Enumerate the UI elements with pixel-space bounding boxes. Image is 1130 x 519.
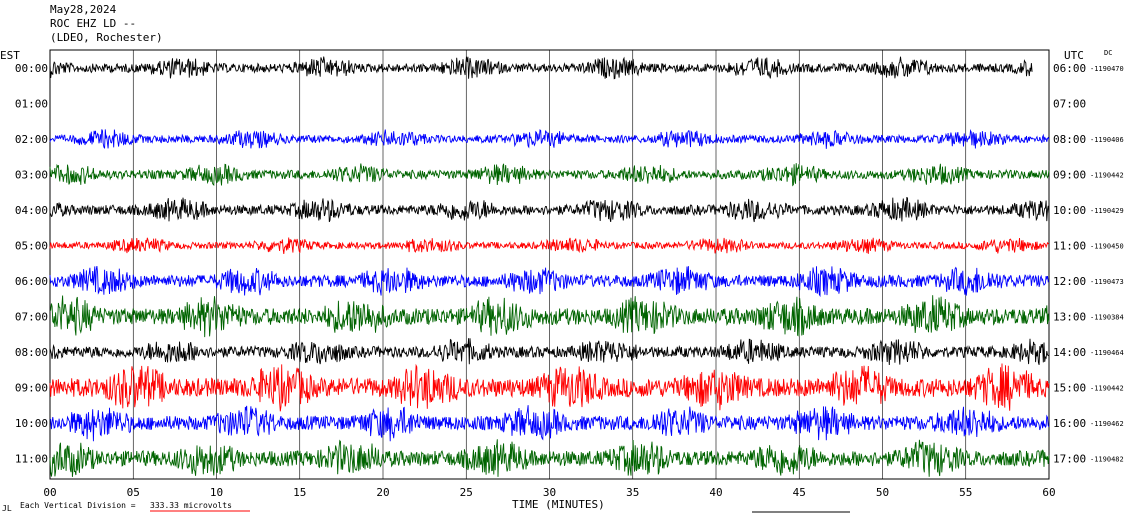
utc-label-3: 09:00: [1053, 169, 1086, 182]
x-tick-45: 45: [793, 486, 806, 499]
utc-label-9: 15:00: [1053, 382, 1086, 395]
dc-offset-5: -1190450: [1090, 243, 1124, 251]
utc-label-6: 12:00: [1053, 275, 1086, 288]
x-tick-60: 60: [1042, 486, 1055, 499]
x-tick-20: 20: [376, 486, 389, 499]
trace-row-8: [49, 338, 1050, 366]
x-tick-05: 05: [127, 486, 140, 499]
utc-label-4: 10:00: [1053, 204, 1086, 217]
x-tick-labels: 00 05 10 15 20 25 30 35 40 45 50 55 60: [43, 486, 1055, 499]
dc-offset-0: -1190470: [1090, 65, 1124, 73]
est-label-4: 04:00: [15, 204, 48, 217]
utc-label-2: 08:00: [1053, 133, 1086, 146]
est-label-6: 06:00: [15, 275, 48, 288]
dc-offset-3: -1190442: [1090, 172, 1124, 180]
dc-label: DC: [1104, 49, 1112, 57]
header-date: May28,2024: [50, 3, 117, 16]
trace-row-2: [49, 128, 1050, 149]
trace-row-5: [49, 237, 1049, 254]
utc-label-0: 06:00: [1053, 62, 1086, 75]
corner-mark: JL: [2, 504, 12, 513]
est-label-8: 08:00: [15, 346, 48, 359]
dc-offset-8: -1190464: [1090, 349, 1124, 357]
est-label-11: 11:00: [15, 453, 48, 466]
trace-row-4: [49, 196, 1050, 223]
trace-row-10: [49, 405, 1050, 442]
utc-label-7: 13:00: [1053, 311, 1086, 324]
x-tick-00: 00: [43, 486, 56, 499]
est-label-1: 01:00: [15, 98, 48, 111]
right-zone-label: UTC: [1064, 49, 1084, 62]
vertical-gridlines: [132, 50, 967, 479]
trace-row-9: [49, 363, 1050, 412]
dc-offset-11: -1190482: [1090, 456, 1124, 464]
x-tick-35: 35: [626, 486, 639, 499]
utc-label-5: 11:00: [1053, 240, 1086, 253]
utc-label-10: 16:00: [1053, 417, 1086, 430]
x-tick-10: 10: [210, 486, 223, 499]
dc-offset-2: -1190406: [1090, 136, 1124, 144]
left-zone-label: EST: [0, 49, 20, 62]
trace-row-6: [49, 266, 1050, 298]
x-tick-30: 30: [543, 486, 556, 499]
footer-division-value: 333.33 microvolts: [150, 501, 232, 510]
x-tick-40: 40: [709, 486, 722, 499]
x-tick-50: 50: [876, 486, 889, 499]
utc-labels: 06:00 -1190470 07:00 08:00 -1190406 09:00 -119…: [1053, 62, 1124, 466]
dc-offset-4: -1190429: [1090, 207, 1124, 215]
trace-row-3: [49, 163, 1050, 187]
utc-label-8: 14:00: [1053, 346, 1086, 359]
est-labels: 00:00 01:00 02:00 03:00 04:00 05:00 06:00 07:00…: [15, 62, 48, 466]
dc-offset-9: -1190442: [1090, 385, 1124, 393]
x-tick-55: 55: [959, 486, 972, 499]
dc-offset-7: -1190384: [1090, 314, 1124, 322]
utc-label-1: 07:00: [1053, 98, 1086, 111]
trace-row-0: [49, 56, 1033, 80]
header-station: ROC EHZ LD --: [50, 17, 137, 30]
x-tick-15: 15: [293, 486, 306, 499]
est-label-2: 02:00: [15, 133, 48, 146]
footer-division-text: Each Vertical Division =: [20, 501, 136, 510]
est-label-3: 03:00: [15, 169, 48, 182]
x-axis-title: TIME (MINUTES): [512, 498, 605, 511]
est-label-7: 07:00: [15, 311, 48, 324]
trace-row-7: [49, 295, 1050, 338]
utc-label-11: 17:00: [1053, 453, 1086, 466]
dc-offset-6: -1190473: [1090, 278, 1124, 286]
est-label-10: 10:00: [15, 417, 48, 430]
header-network: (LDEO, Rochester): [50, 31, 163, 44]
trace-row-11: [49, 439, 1050, 477]
est-label-9: 09:00: [15, 382, 48, 395]
dc-offset-10: -1190462: [1090, 420, 1124, 428]
est-label-5: 05:00: [15, 240, 48, 253]
trace-group: [49, 56, 1050, 477]
x-tick-25: 25: [460, 486, 473, 499]
est-label-0: 00:00: [15, 62, 48, 75]
